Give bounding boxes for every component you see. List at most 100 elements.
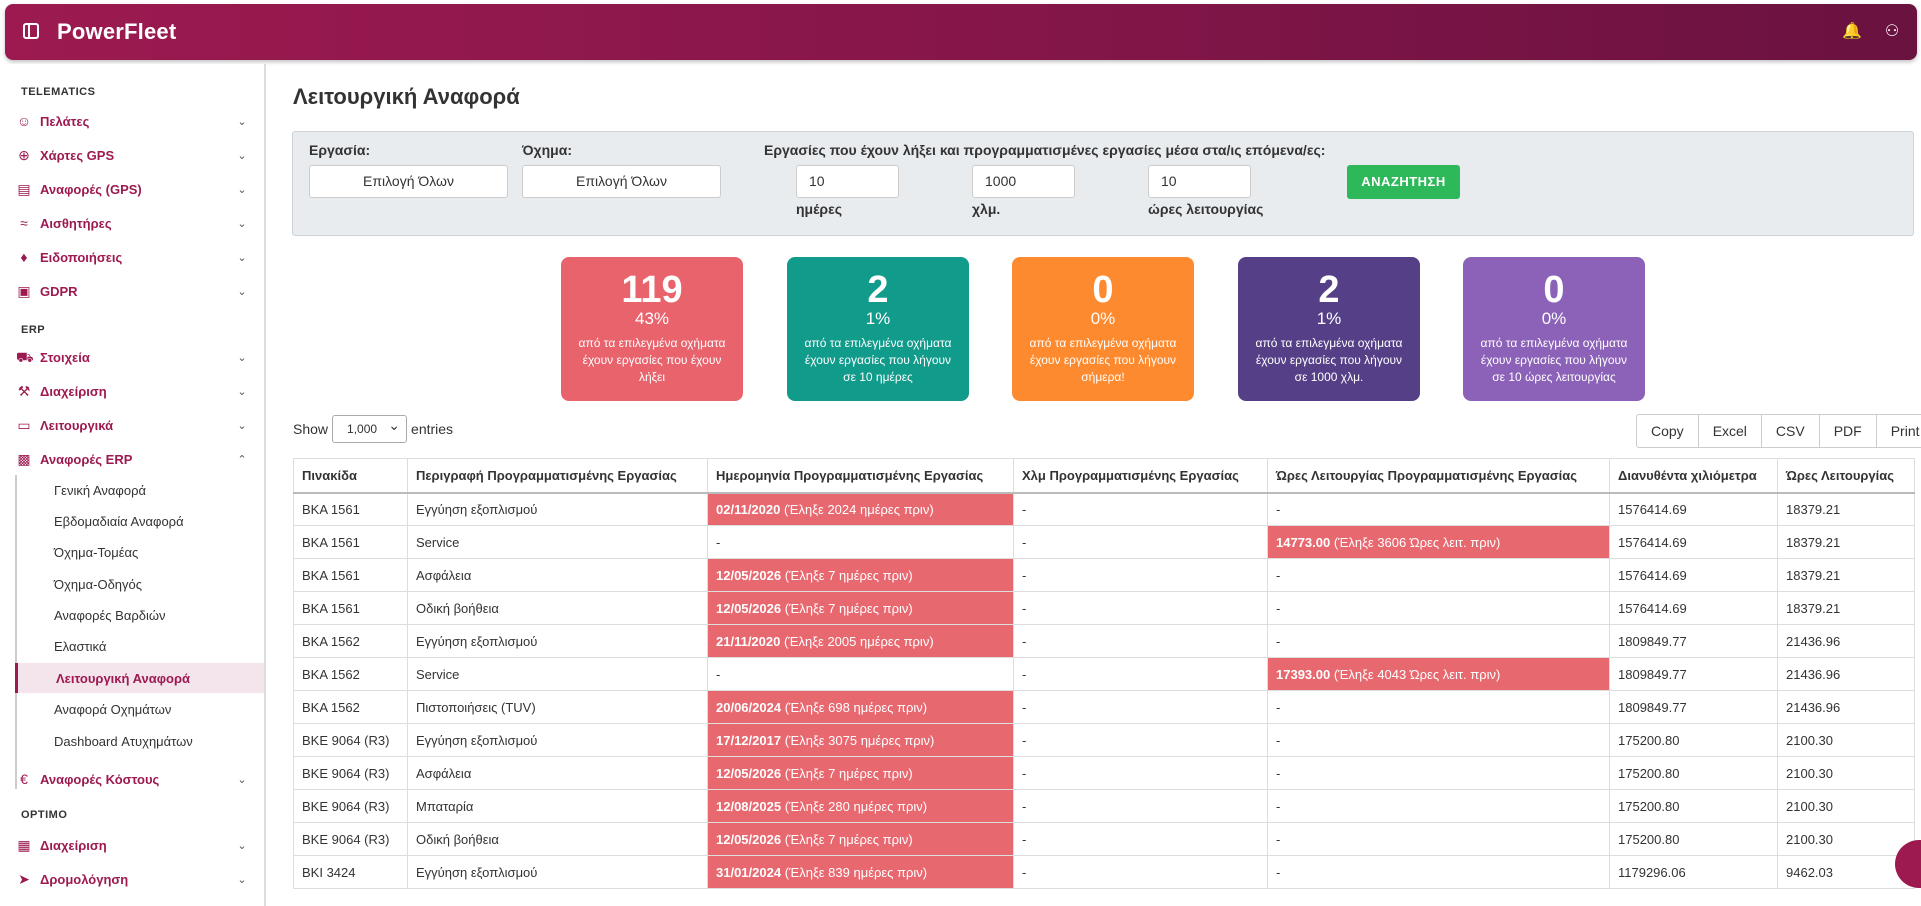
days-input[interactable]: 10	[796, 165, 899, 198]
print-button[interactable]: Print	[1875, 414, 1921, 448]
sub-item-weekly-report[interactable]: Εβδομαδιαία Αναφορά	[54, 513, 184, 529]
csv-button[interactable]: CSV	[1760, 414, 1820, 448]
cell-value: -	[716, 666, 721, 682]
sidebar-item-optimo-management[interactable]: ▦ Διαχείριση ⌄	[17, 837, 247, 853]
cell-value: BKE 9064 (R3)	[302, 765, 390, 781]
sidebar-item-gdpr[interactable]: ▣ GDPR ⌄	[17, 283, 247, 299]
sub-item-vehicle-sector[interactable]: Όχημα-Τομέας	[54, 544, 139, 560]
sidebar-item-routing[interactable]: ➤ Δρομολόγηση ⌄	[0, 864, 264, 894]
app-logo[interactable]: PowerFleet	[57, 19, 177, 44]
copy-button[interactable]: Copy	[1636, 414, 1699, 448]
stat-count: 119	[621, 269, 683, 311]
vehicle-select[interactable]: Επιλογή Όλων	[522, 165, 721, 198]
table-cell: -	[1013, 690, 1268, 724]
cell-value: 175200.80	[1618, 732, 1680, 748]
stat-count: 0	[1543, 269, 1565, 311]
cell-value: (Έληξε 4043 Ώρες λειτ. πριν)	[1330, 666, 1501, 682]
monitor-icon: ▭	[17, 417, 31, 433]
wrench-icon: ⚒	[17, 383, 31, 399]
cell-value: -	[1022, 699, 1027, 715]
sidebar-toggle-icon[interactable]	[23, 23, 39, 39]
cell-value: Ασφάλεια	[416, 567, 472, 583]
column-header[interactable]: Διανυθέντα χιλιόμετρα	[1609, 458, 1778, 494]
sidebar-item-operational[interactable]: ▭ Λειτουργικά ⌄	[17, 417, 247, 433]
sidebar-item-gps-reports[interactable]: ▤ Αναφορές (GPS) ⌄	[17, 181, 247, 197]
sub-item-vehicle-driver[interactable]: Όχημα-Οδηγός	[54, 576, 143, 592]
stat-card-expired[interactable]: 119 43% από τα επιλεγμένα οχήματα έχουν …	[561, 257, 743, 401]
sidebar-item-assets[interactable]: ⛟ Στοιχεία ⌄	[16, 349, 247, 365]
table-cell: 1576414.69	[1609, 492, 1778, 526]
page-length-select[interactable]: 1,000	[332, 412, 408, 443]
table-cell: -	[1267, 624, 1610, 658]
sidebar-item-management[interactable]: ⚒ Διαχείριση ⌄	[17, 383, 247, 399]
sidebar-item-customers[interactable]: ☺ Πελάτες ⌄	[16, 113, 247, 129]
km-input[interactable]: 1000	[972, 165, 1075, 198]
sidebar-item-cost-reports[interactable]: € Αναφορές Κόστους ⌄	[0, 764, 264, 794]
cell-value: 18379.21	[1786, 600, 1841, 616]
sidebar-item-erp-reports[interactable]: ▩ Αναφορές ERP ⌃	[17, 451, 247, 467]
cell-value: 1576414.69	[1618, 567, 1687, 583]
cell-value: Εγγύηση εξοπλισμού	[416, 633, 538, 649]
search-button[interactable]: ΑΝΑΖΗΤΗΣΗ	[1347, 165, 1460, 199]
column-header[interactable]: Ημερομηνία Προγραμματισμένης Εργασίας	[707, 458, 1014, 494]
table-cell: 175200.80	[1609, 723, 1778, 757]
sub-item-accidents-dashboard[interactable]: Dashboard Ατυχημάτων	[54, 733, 193, 749]
table-row: BKA 1561 Ασφάλεια 12/05/2026 (Έληξε 7 ημέρ…	[293, 558, 1915, 592]
cell-value: -	[1022, 765, 1027, 781]
table-cell: Εγγύηση εξοπλισμού	[407, 723, 708, 757]
table-cell: 17393.00 (Έληξε 4043 Ώρες λειτ. πριν)	[1267, 657, 1610, 691]
table-cell: 12/08/2025 (Έληξε 280 ημέρες πριν)	[707, 789, 1014, 823]
sidebar-item-sensors[interactable]: ≈ Αισθητήρες ⌄	[0, 208, 264, 238]
truck-icon: ⛟	[16, 349, 34, 365]
column-header[interactable]: Πινακίδα	[293, 458, 408, 494]
cell-value: -	[1022, 600, 1027, 616]
column-header[interactable]: Περιγραφή Προγραμματισμένης Εργασίας	[407, 458, 708, 494]
stat-card-km[interactable]: 2 1% από τα επιλεγμένα οχήματα έχουν εργ…	[1238, 257, 1420, 401]
cell-value: (Έληξε 839 ημέρες πριν)	[781, 864, 928, 880]
table-cell: 175200.80	[1609, 822, 1778, 856]
table-cell: 2100.30	[1777, 822, 1915, 856]
cell-value: (Έληξε 3606 Ώρες λειτ. πριν)	[1330, 534, 1501, 550]
column-header[interactable]: Ώρες Λειτουργίας	[1777, 458, 1915, 494]
stat-card-hours[interactable]: 0 0% από τα επιλεγμένα οχήματα έχουν εργ…	[1463, 257, 1645, 401]
sidebar-item-gps-maps[interactable]: ⊕ Χάρτες GPS ⌄	[0, 140, 264, 170]
sidebar-item-notifications[interactable]: ♦ Ειδοποιήσεις ⌄	[0, 242, 264, 272]
users-icon: ☺	[16, 113, 32, 129]
cell-value: 2100.30	[1786, 798, 1833, 814]
sub-item-general-report[interactable]: Γενική Αναφορά	[54, 482, 146, 498]
column-header[interactable]: Χλμ Προγραμματισμένης Εργασίας	[1013, 458, 1268, 494]
excel-button[interactable]: Excel	[1697, 414, 1762, 448]
cell-value: BKA 1561	[302, 567, 360, 583]
bell-icon[interactable]: 🔔	[1842, 23, 1862, 40]
task-select[interactable]: Επιλογή Όλων	[309, 165, 508, 198]
table-cell: -	[1267, 789, 1610, 823]
cell-value-emphasis: 12/05/2026	[716, 831, 782, 847]
days-unit-label: ημέρες	[796, 201, 843, 217]
stat-card-today[interactable]: 0 0% από τα επιλεγμένα οχήματα έχουν εργ…	[1012, 257, 1194, 401]
stat-description: από τα επιλεγμένα οχήματα έχουν εργασίες…	[1255, 336, 1403, 384]
sub-item-shift-reports[interactable]: Αναφορές Βαρδιών	[54, 607, 166, 623]
table-cell: -	[1267, 558, 1610, 592]
cell-value: BKE 9064 (R3)	[302, 732, 390, 748]
column-header[interactable]: Ώρες Λειτουργίας Προγραμματισμένης Εργασ…	[1267, 458, 1610, 494]
pdf-button[interactable]: PDF	[1818, 414, 1877, 448]
table-cell: -	[1013, 723, 1268, 757]
table-cell: 1576414.69	[1609, 591, 1778, 625]
sub-item-vehicles-report[interactable]: Αναφορά Οχημάτων	[54, 701, 172, 717]
sub-item-tires[interactable]: Ελαστικά	[54, 638, 107, 654]
cell-value: Εγγύηση εξοπλισμού	[416, 501, 538, 517]
cell-value: 9462.03	[1786, 864, 1833, 880]
table-cell: 12/05/2026 (Έληξε 7 ημέρες πριν)	[707, 558, 1014, 592]
cell-value: -	[1276, 699, 1281, 715]
cell-value: -	[1276, 501, 1281, 517]
stat-card-days[interactable]: 2 1% από τα επιλεγμένα οχήματα έχουν εργ…	[787, 257, 969, 401]
cell-value: -	[1022, 864, 1027, 880]
hours-input[interactable]: 10	[1148, 165, 1251, 198]
user-settings-icon[interactable]: ⚇	[1884, 23, 1900, 40]
table-cell: Οδική βοήθεια	[407, 591, 708, 625]
sub-item-operational-report[interactable]: Λειτουργική Αναφορά	[15, 663, 264, 693]
bar-chart-icon: ▩	[17, 451, 31, 467]
table-cell: -	[1013, 525, 1268, 559]
cell-value: -	[1276, 831, 1281, 847]
export-buttons: Copy Excel CSV PDF Print	[1636, 414, 1921, 448]
